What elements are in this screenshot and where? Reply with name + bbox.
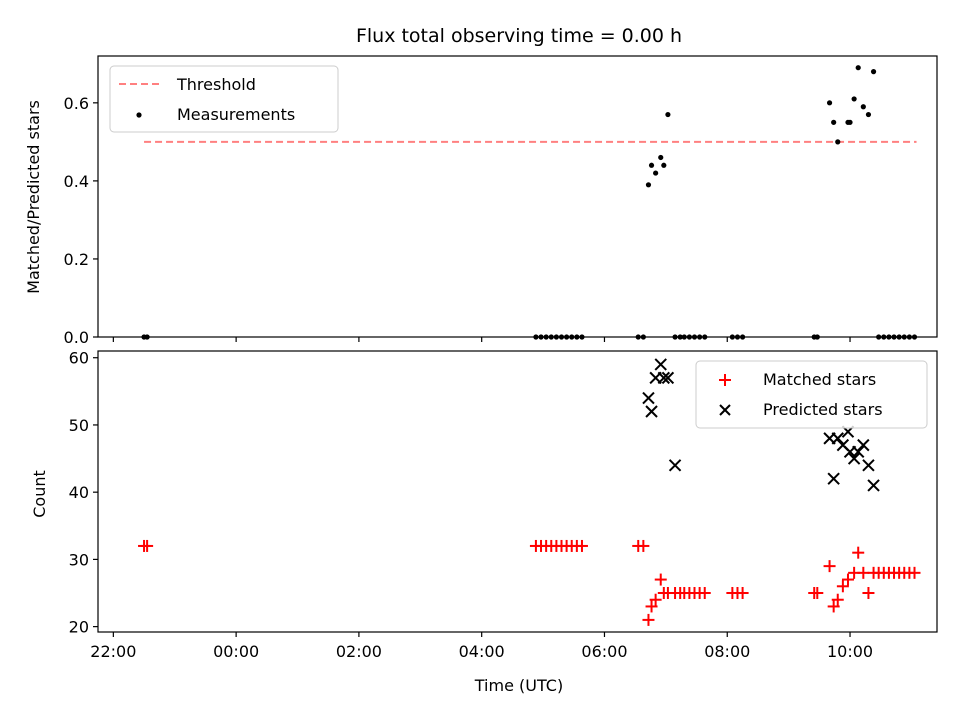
matched-star-point — [811, 587, 824, 600]
bottom-y-axis-label: Count — [30, 470, 49, 518]
bottom-y-tick-label: 30 — [69, 550, 89, 569]
matched-star-point — [141, 539, 154, 552]
matched-star-point — [862, 587, 875, 600]
measurement-point — [648, 162, 655, 168]
predicted-legend-label: Predicted stars — [763, 400, 883, 419]
predicted-star-point — [657, 371, 671, 385]
measurements-legend-label: Measurements — [177, 105, 295, 124]
predicted-legend-swatch — [719, 404, 731, 416]
matched-star-point — [908, 566, 921, 579]
matched-star-point — [852, 546, 865, 559]
top-y-axis-label: Matched/Predicted stars — [24, 100, 43, 294]
x-tick-label: 02:00 — [336, 642, 382, 661]
measurement-point — [865, 111, 872, 118]
measurement-point — [860, 104, 866, 110]
predicted-star-point — [642, 391, 655, 405]
measurement-point — [661, 162, 667, 168]
top-x-ticks — [112, 337, 851, 342]
measurement-point — [851, 96, 857, 102]
threshold-legend-label: Threshold — [176, 75, 256, 94]
chart-title: Flux total observing time = 0.00 h — [356, 25, 682, 47]
top-panel: 0.0 0.2 0.4 0.6 Matched/Predicted stars Thr… — [24, 55, 938, 347]
top-legend-box — [109, 65, 339, 133]
bottom-y-ticks: 20 30 40 50 60 — [69, 349, 98, 637]
matched-stars-points — [138, 539, 921, 626]
bottom-legend-box — [695, 360, 928, 429]
matched-star-point — [645, 600, 658, 613]
x-tick-label: 04:00 — [459, 642, 505, 661]
measurement-point — [826, 100, 833, 106]
matched-star-point — [575, 539, 588, 552]
bottom-y-tick-label: 50 — [69, 416, 89, 435]
matched-legend-swatch — [719, 374, 731, 386]
bottom-plot-frame — [97, 350, 938, 633]
x-tick-label: 00:00 — [213, 642, 259, 661]
top-y-tick-label: 0.0 — [64, 328, 89, 347]
measurement-point — [855, 65, 861, 71]
matched-star-point — [637, 539, 650, 552]
bottom-panel: 20 30 40 50 60 22:00 00:00 02:00 04:00 06:00 08:0… — [30, 349, 938, 695]
predicted-star-point — [847, 452, 861, 465]
x-tick-label: 10:00 — [827, 642, 873, 661]
predicted-star-point — [862, 459, 875, 472]
matched-star-point — [736, 587, 749, 600]
matched-star-point — [836, 580, 849, 593]
predicted-star-point — [857, 438, 870, 452]
x-tick-label: 08:00 — [704, 642, 750, 661]
measurement-point — [658, 154, 664, 161]
measurement-point — [870, 69, 877, 75]
measurement-point — [645, 182, 652, 188]
measurement-point — [665, 111, 671, 118]
measurements-legend-swatch — [136, 112, 142, 118]
predicted-star-point — [654, 358, 667, 371]
top-plot-frame — [97, 55, 938, 338]
predicted-star-point — [831, 432, 844, 445]
predicted-star-point — [645, 405, 658, 418]
bottom-x-ticks: 22:00 00:00 02:00 04:00 06:00 08:00 10:00 — [90, 632, 873, 661]
measurement-point — [831, 119, 837, 125]
matched-star-point — [857, 566, 870, 579]
bottom-y-tick-label: 40 — [69, 483, 89, 502]
x-tick-label: 22:00 — [90, 642, 136, 661]
bottom-y-tick-label: 60 — [69, 349, 89, 368]
top-y-ticks: 0.0 0.2 0.4 0.6 — [64, 94, 98, 347]
measurement-point — [835, 139, 841, 145]
predicted-stars-points — [642, 358, 880, 492]
measurement-point — [847, 119, 853, 125]
x-tick-label: 06:00 — [581, 642, 627, 661]
matched-star-point — [827, 600, 840, 613]
bottom-y-tick-label: 20 — [69, 618, 89, 637]
top-legend: Threshold Measurements — [109, 65, 339, 133]
predicted-star-point — [867, 479, 880, 492]
matched-star-point — [649, 593, 662, 606]
bottom-legend: Matched stars Predicted stars — [695, 360, 928, 429]
predicted-star-point — [852, 445, 865, 459]
top-y-tick-label: 0.4 — [64, 172, 89, 191]
matched-star-point — [841, 573, 854, 586]
predicted-star-point — [668, 459, 682, 472]
measurement-point — [653, 170, 659, 176]
matched-star-point — [698, 587, 711, 600]
matched-star-point — [831, 593, 844, 606]
matched-star-point — [642, 613, 655, 626]
matched-legend-label: Matched stars — [763, 370, 876, 389]
top-y-tick-label: 0.2 — [64, 250, 89, 269]
matched-star-point — [654, 573, 667, 586]
top-y-tick-label: 0.6 — [64, 94, 89, 113]
predicted-star-point — [827, 472, 840, 485]
x-axis-label: Time (UTC) — [474, 676, 563, 695]
predicted-star-point — [661, 371, 675, 385]
matched-star-point — [823, 560, 836, 573]
